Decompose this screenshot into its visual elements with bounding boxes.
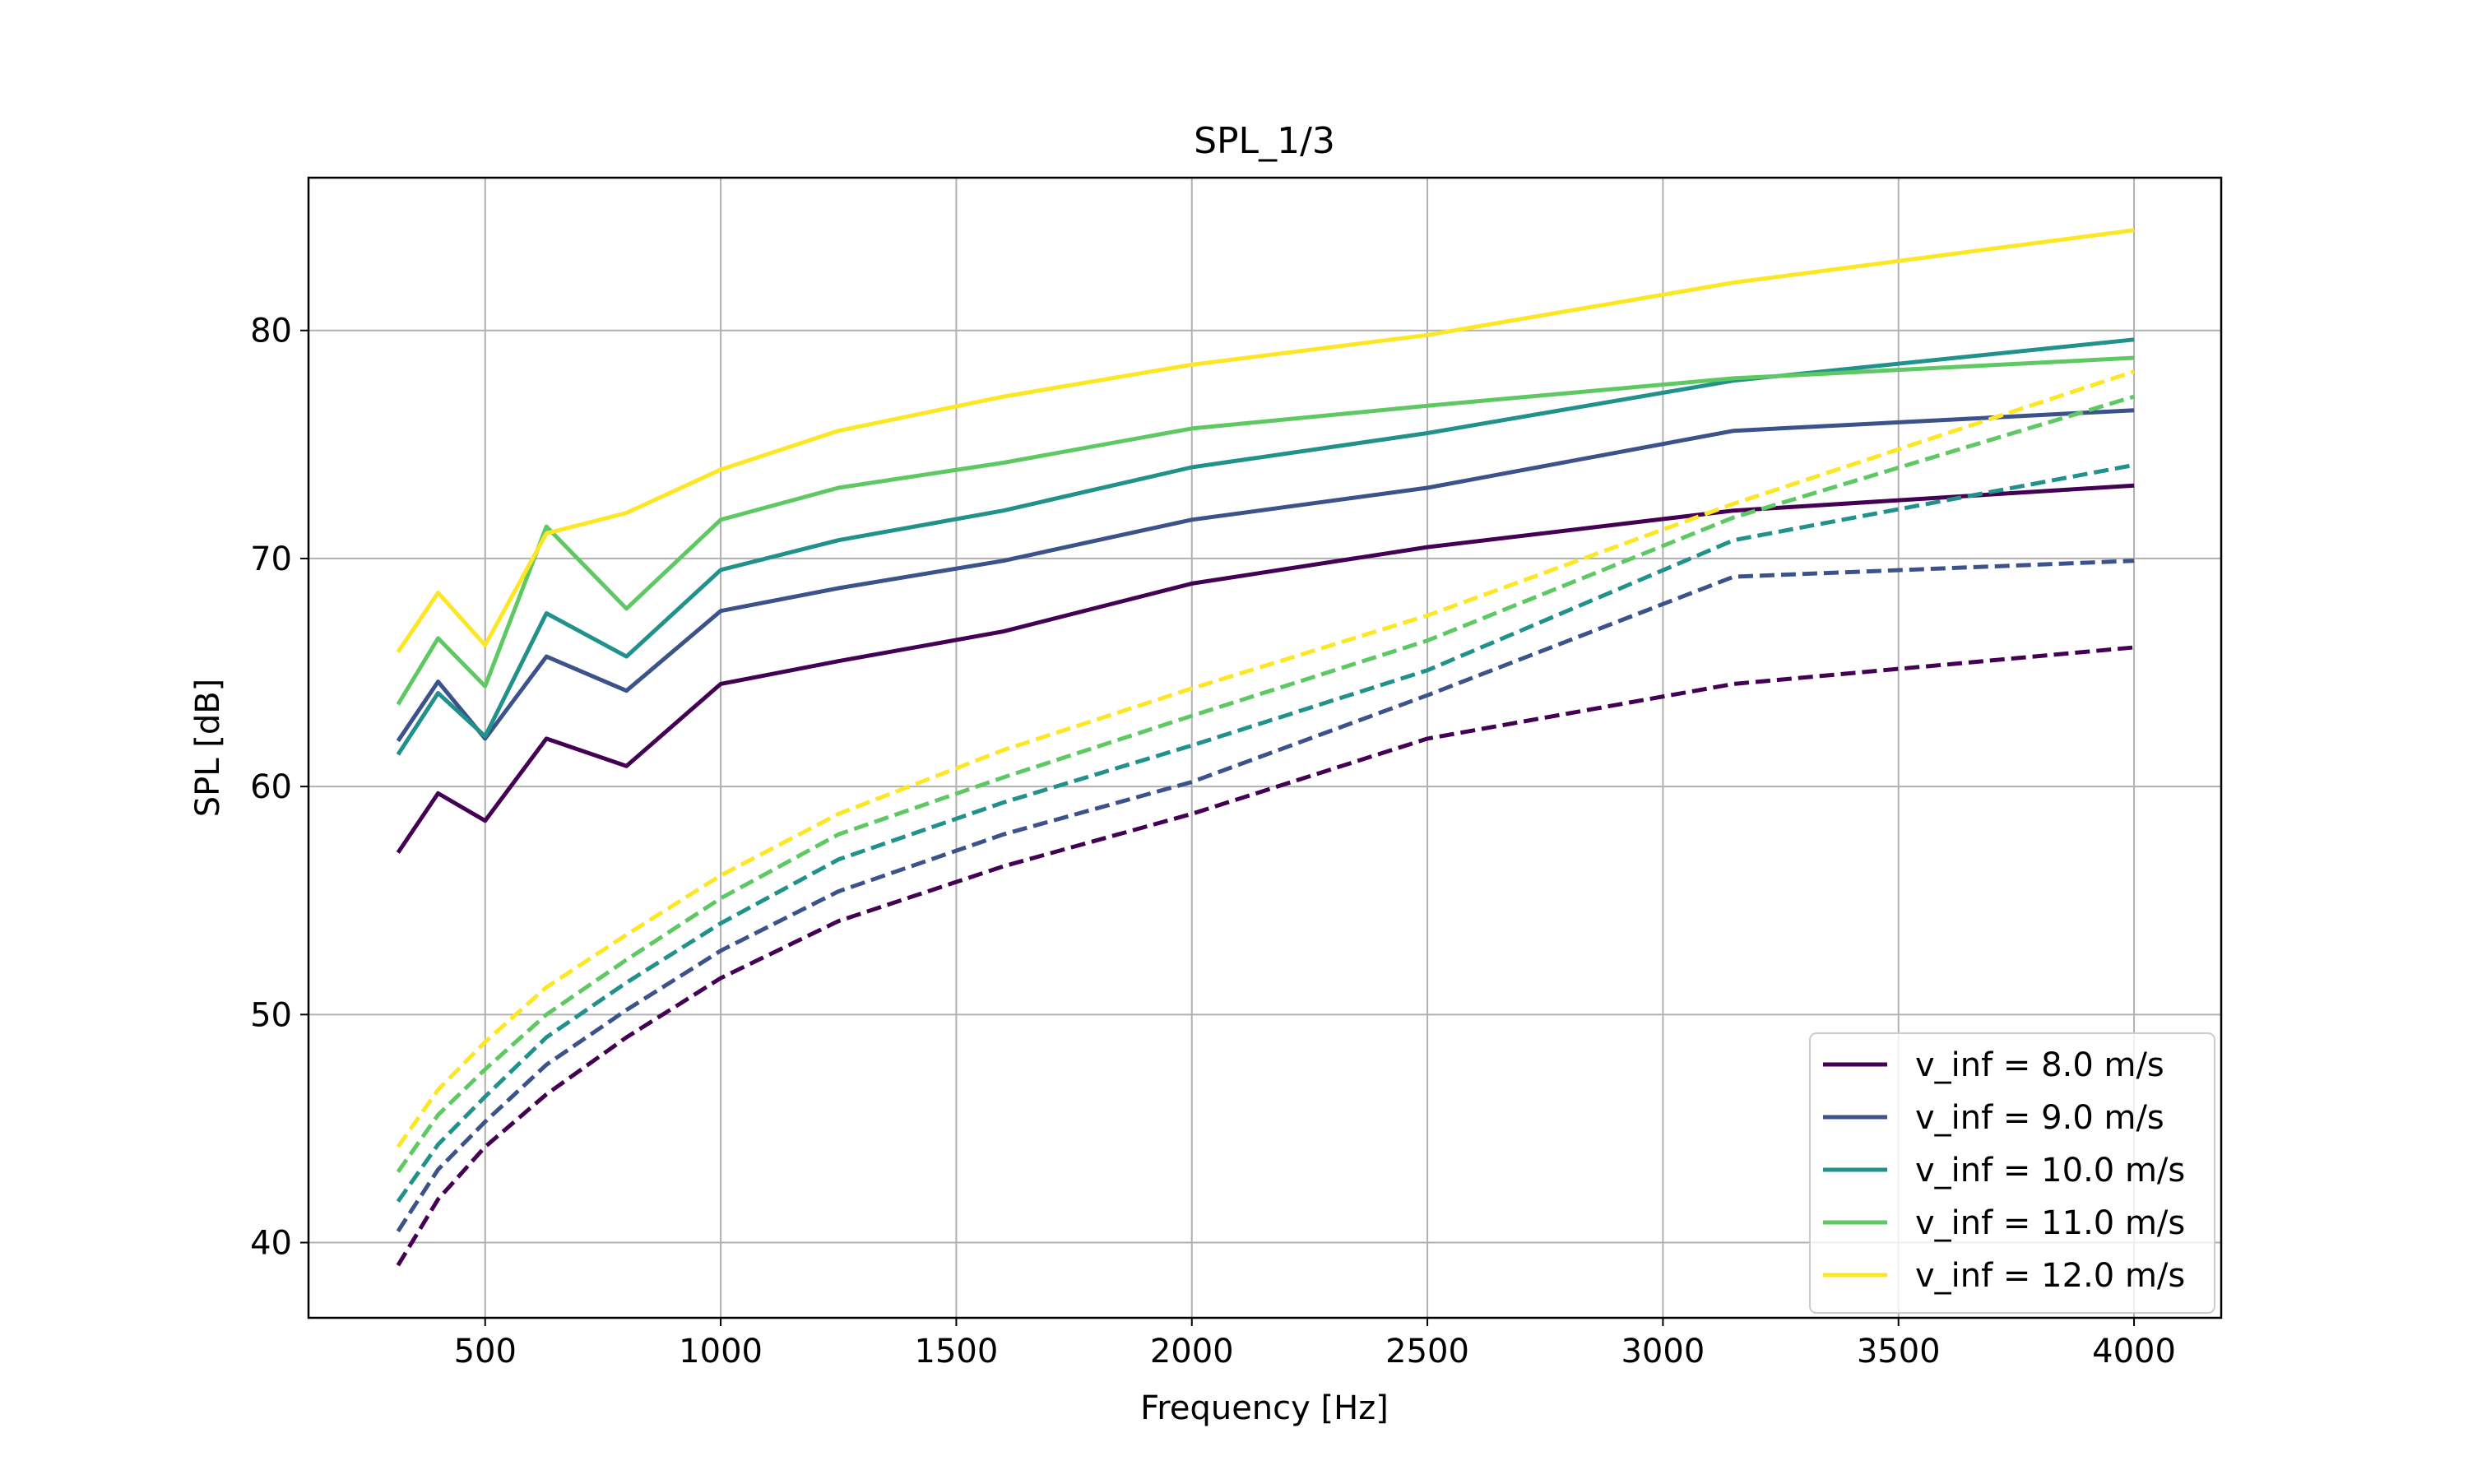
x-axis-label: Frequency [Hz] <box>1140 1389 1389 1427</box>
y-tick-label: 40 <box>250 1225 292 1263</box>
legend-label: v_inf = 11.0 m/s <box>1915 1204 2185 1242</box>
series-line-dashed-1 <box>396 645 2135 1267</box>
x-tick-label: 2500 <box>1385 1333 1469 1370</box>
chart-title: SPL_1/3 <box>1194 120 1335 162</box>
y-tick-label: 50 <box>250 996 292 1034</box>
y-tick-label: 70 <box>250 540 292 578</box>
grid <box>308 178 2221 1318</box>
legend: v_inf = 8.0 m/s v_inf = 9.0 m/s v_inf = 10… <box>1809 1032 2215 1314</box>
legend-label: v_inf = 10.0 m/s <box>1915 1152 2185 1190</box>
x-tick-label: 1500 <box>915 1333 999 1370</box>
series-line-dashed-5 <box>396 369 2135 1148</box>
series-line-dashed-3 <box>396 462 2135 1203</box>
y-axis-label: SPL [dB] <box>189 679 227 818</box>
plot-frame <box>307 176 2223 1319</box>
x-tick-label: 3000 <box>1621 1333 1705 1370</box>
legend-label: v_inf = 9.0 m/s <box>1915 1099 2164 1137</box>
series-line-dashed-2 <box>396 559 2135 1233</box>
series-line-solid-4 <box>396 355 2135 706</box>
series-line-solid-1 <box>396 483 2135 854</box>
y-tick-label: 60 <box>250 768 292 806</box>
legend-box <box>1809 1032 2215 1314</box>
x-tick-label: 1000 <box>679 1333 763 1370</box>
series-line-solid-3 <box>396 337 2135 756</box>
x-tick-label: 3500 <box>1857 1333 1941 1370</box>
series-line-solid-5 <box>396 228 2135 653</box>
axis-ticks: 500 1000 1500 2000 2500 3000 3500 4000 40 50 60 70 8… <box>250 313 2176 1370</box>
y-tick-label: 80 <box>250 313 292 350</box>
series-lines <box>396 228 2135 1267</box>
series-line-dashed-4 <box>396 394 2135 1174</box>
x-tick-label: 2000 <box>1150 1333 1234 1370</box>
x-tick-label: 4000 <box>2092 1333 2176 1370</box>
x-tick-label: 500 <box>454 1333 517 1370</box>
legend-label: v_inf = 12.0 m/s <box>1915 1257 2185 1295</box>
legend-label: v_inf = 8.0 m/s <box>1915 1046 2164 1084</box>
